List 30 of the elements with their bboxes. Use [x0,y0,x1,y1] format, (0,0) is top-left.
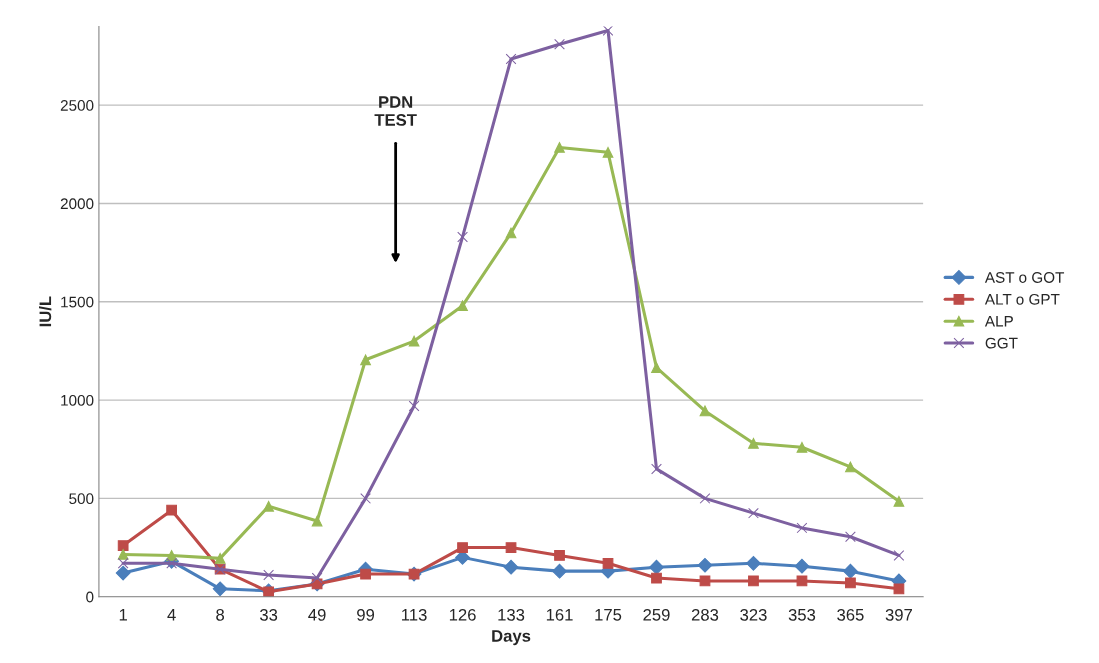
x-tick-label: 353 [788,608,816,621]
y-tick-label: 0 [86,591,94,603]
x-tick-label: 99 [357,608,375,621]
x-tick-label: 283 [691,608,719,621]
y-tick-label: 2500 [60,100,94,111]
y-axis-title: IU/L [38,296,52,327]
legend-label: ALP [984,315,1013,327]
x-tick-label: 397 [885,608,912,621]
x-tick-label: 113 [402,608,427,621]
x-tick-label: 49 [308,608,326,621]
x-tick-label: 133 [498,608,525,621]
x-tick-label: 8 [216,608,225,621]
x-tick-label: 33 [259,608,278,621]
legend-label: GGT [985,337,1018,349]
y-tick-label: 1000 [61,394,94,406]
annotation: PDN TEST [374,96,417,126]
x-tick-label: 365 [837,608,864,621]
x-tick-label: 175 [595,609,622,621]
x-tick-label: 259 [643,608,670,621]
y-tick-label: 1500 [61,296,94,308]
y-tick-label: 500 [69,493,94,505]
x-tick-label: 323 [740,608,767,621]
x-tick-label: 126 [449,608,476,621]
x-tick-label: 161 [546,608,573,621]
legend-label: AST o GOT [984,272,1065,283]
legend-label: ALT o GPT [984,293,1060,305]
x-axis-title: Days [492,630,531,646]
x-tick-label: 1 [119,609,127,621]
y-tick-label: 2000 [60,198,94,210]
x-tick-label: 4 [167,609,176,621]
